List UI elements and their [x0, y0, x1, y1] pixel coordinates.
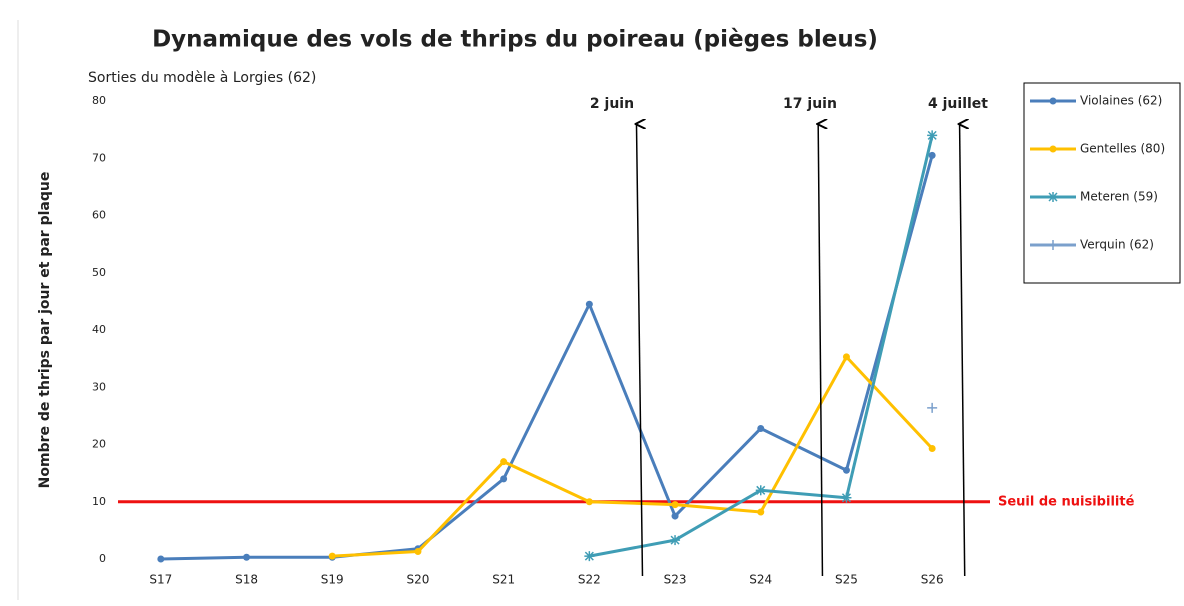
point: [757, 424, 765, 432]
y-axis-label: Nombre de thrips par jour et par plaque: [37, 172, 53, 489]
point: [585, 498, 593, 506]
point-stroke: [841, 493, 851, 503]
point-stroke: [927, 130, 937, 140]
point: [841, 492, 852, 503]
series-line: [332, 355, 934, 558]
point: [1048, 192, 1058, 202]
point: [670, 535, 681, 546]
y-tick-label: 40: [92, 323, 106, 336]
point: [243, 553, 251, 561]
point: [328, 552, 336, 560]
legend-label: Meteren (59): [1080, 190, 1158, 204]
point: [928, 445, 936, 453]
y-tick-label: 80: [92, 94, 106, 107]
point: [1048, 240, 1058, 250]
annotation-label: 2 juin: [590, 96, 634, 112]
annotation-label: 4 juillet: [928, 96, 988, 112]
legend-label: Gentelles (80): [1080, 142, 1165, 156]
legend-box: [1023, 82, 1181, 284]
point: [500, 475, 508, 483]
x-tick-label: S18: [235, 573, 258, 587]
annotation-arrow: [960, 124, 965, 577]
y-tick-label: 50: [92, 266, 106, 279]
point: [1049, 145, 1057, 153]
point: [414, 548, 422, 556]
annotation-label: 17 juin: [783, 96, 837, 112]
point: [585, 300, 593, 308]
x-tick-label: S19: [321, 573, 344, 587]
point: [755, 485, 766, 496]
point-stroke: [670, 535, 680, 545]
chart-subtitle: Sorties du modèle à Lorgies (62): [88, 70, 316, 86]
x-tick-label: S17: [149, 573, 172, 587]
point: [671, 512, 679, 520]
point: [842, 353, 850, 361]
point: [500, 458, 508, 466]
point-stroke: [756, 485, 766, 495]
annotation-arrow: [818, 124, 822, 577]
point: [1049, 97, 1057, 105]
x-tick-label: S20: [407, 573, 430, 587]
point: [157, 555, 165, 563]
x-tick-label: S22: [578, 573, 601, 587]
y-tick-label: 30: [92, 380, 106, 393]
y-tick-label: 70: [92, 151, 106, 164]
series-line: [160, 154, 934, 561]
x-tick-label: S23: [664, 573, 687, 587]
y-tick-label: 0: [99, 552, 106, 565]
chart-title: Dynamique des vols de thrips du poireau …: [152, 27, 878, 53]
point-stroke: [584, 551, 594, 561]
threshold-label: Seuil de nuisibilité: [998, 494, 1135, 509]
legend-label: Violaines (62): [1080, 94, 1162, 108]
legend-label: Verquin (62): [1080, 238, 1154, 252]
point: [757, 508, 765, 516]
y-tick-label: 20: [92, 438, 106, 451]
y-tick-label: 60: [92, 209, 106, 222]
point: [671, 501, 679, 509]
x-tick-label: S24: [749, 573, 772, 587]
point: [584, 551, 595, 562]
x-tick-label: S25: [835, 573, 858, 587]
x-tick-label: S21: [492, 573, 515, 587]
x-tick-label: S26: [921, 573, 944, 587]
y-tick-label: 10: [92, 495, 106, 508]
point-stroke: [1048, 192, 1058, 202]
point: [927, 402, 938, 413]
point: [928, 151, 936, 159]
point: [927, 130, 938, 141]
annotation-arrow: [636, 124, 642, 577]
point: [842, 466, 850, 474]
